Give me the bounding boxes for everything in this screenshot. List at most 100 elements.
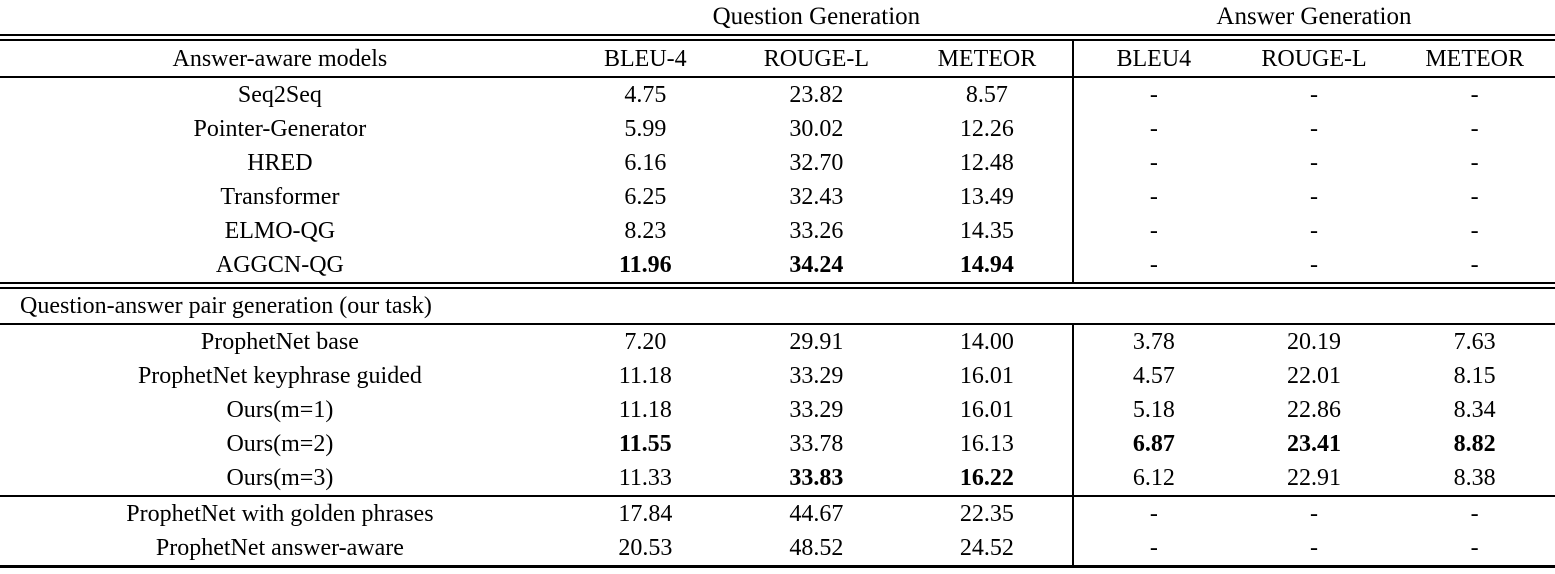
metric-cell: 29.91 <box>789 329 844 355</box>
metric-cell: 5.99 <box>624 116 667 142</box>
metric-cell: 24.52 <box>901 531 1073 568</box>
table-row-seq2seq: Seq2Seq 4.75 23.82 8.57 - - - <box>0 77 1555 112</box>
metric-cell: 34.24 <box>730 248 902 289</box>
metric-cell: - <box>1071 112 1234 146</box>
metric-cell: 16.01 <box>959 397 1014 423</box>
metric-cell: 12.48 <box>959 150 1014 176</box>
model-name: ProphetNet keyphrase guided <box>137 363 422 389</box>
metric-cell: 16.01 <box>959 363 1014 389</box>
metric-cell: 14.00 <box>959 329 1014 355</box>
model-name: Ours(m=3) <box>0 461 560 497</box>
metric-cell: 7.63 <box>1453 329 1496 355</box>
metric-cell: 30.02 <box>789 116 844 142</box>
table-row-prophetnet-keyphrase: ProphetNet keyphrase guided 11.18 33.29 … <box>0 359 1555 393</box>
model-name: Transformer <box>220 184 340 210</box>
table-row-ours-m1: Ours(m=1) 11.18 33.29 16.01 5.18 22.86 8… <box>0 393 1555 427</box>
metric-cell: - <box>1470 184 1479 210</box>
metric-cell: 4.75 <box>624 82 667 108</box>
metric-cell: - <box>1071 214 1234 248</box>
metric-cell: 44.67 <box>789 501 844 527</box>
metric-cell: 23.82 <box>789 82 844 108</box>
metric-cell: 22.86 <box>1287 397 1342 423</box>
table-row-prophetnet-golden: ProphetNet with golden phrases 17.84 44.… <box>0 496 1555 531</box>
metric-cell: - <box>1470 116 1479 142</box>
metric-cell: - <box>1071 180 1234 214</box>
metric-cell: 7.20 <box>624 329 667 355</box>
metric-cell: - <box>1310 116 1319 142</box>
column-header-ag-rougel: ROUGE-L <box>1233 37 1395 78</box>
metric-cell: - <box>1470 82 1479 108</box>
group-header-spacer <box>0 0 560 41</box>
metric-cell: 14.94 <box>901 248 1073 289</box>
metric-cell: 12.26 <box>959 116 1014 142</box>
metric-cell: 20.53 <box>559 531 731 568</box>
table-row-ours-m3: Ours(m=3) 11.33 33.83 16.22 6.12 22.91 8… <box>0 461 1555 497</box>
metric-cell: 32.43 <box>789 184 844 210</box>
metric-cell: 16.13 <box>959 431 1014 457</box>
column-header-ag-bleu4: BLEU4 <box>1071 37 1234 78</box>
metric-cell: 32.70 <box>789 150 844 176</box>
metric-cell: 8.15 <box>1453 363 1496 389</box>
column-header-ag-meteor: METEOR <box>1394 37 1555 78</box>
metric-cell: 11.55 <box>618 431 672 457</box>
group-header-question-generation: Question Generation <box>559 0 1073 41</box>
metric-cell: 6.12 <box>1071 461 1234 497</box>
metric-cell: 11.96 <box>559 248 731 289</box>
metric-cell: - <box>1071 496 1234 531</box>
metric-cell: 33.29 <box>789 363 844 389</box>
column-header-model: Answer-aware models <box>0 37 560 78</box>
metric-cell: - <box>1394 248 1555 289</box>
metric-cell: 33.26 <box>789 218 844 244</box>
metric-cell: - <box>1071 531 1234 568</box>
table-row-transformer: Transformer 6.25 32.43 13.49 - - - <box>0 180 1555 214</box>
metric-cell: - <box>1071 146 1234 180</box>
metric-cell: - <box>1310 184 1319 210</box>
metric-cell: - <box>1310 501 1319 527</box>
metric-cell: 33.83 <box>730 461 902 497</box>
metric-cell: 8.23 <box>624 218 667 244</box>
metric-cell: 33.29 <box>789 397 844 423</box>
table-row-pointer-generator: Pointer-Generator 5.99 30.02 12.26 - - - <box>0 112 1555 146</box>
table-row-elmo-qg: ELMO-QG 8.23 33.26 14.35 - - - <box>0 214 1555 248</box>
metric-cell: 23.41 <box>1287 431 1342 457</box>
model-name: HRED <box>247 150 313 176</box>
metric-cell: 16.22 <box>901 461 1073 497</box>
metric-cell: 5.18 <box>1071 393 1234 427</box>
metric-cell: - <box>1470 218 1479 244</box>
model-name: Pointer-Generator <box>193 116 367 142</box>
model-name: Ours(m=2) <box>226 431 334 457</box>
metric-cell: 6.25 <box>624 184 667 210</box>
metric-cell: 8.34 <box>1453 397 1496 423</box>
column-header-row: Answer-aware models BLEU-4 ROUGE-L METEO… <box>0 37 1555 78</box>
metric-cell: - <box>1071 248 1234 289</box>
group-header-row: Question Generation Answer Generation <box>0 0 1555 41</box>
table-row-hred: HRED 6.16 32.70 12.48 - - - <box>0 146 1555 180</box>
metric-cell: 6.87 <box>1071 427 1234 461</box>
metric-cell: - <box>1233 248 1395 289</box>
table-row-ours-m2: Ours(m=2) 11.55 33.78 16.13 6.87 23.41 8… <box>0 427 1555 461</box>
metric-cell: - <box>1470 150 1479 176</box>
metric-cell: 20.19 <box>1287 329 1342 355</box>
metric-cell: 22.01 <box>1287 363 1342 389</box>
model-name: Seq2Seq <box>237 82 322 108</box>
model-name: Ours(m=1) <box>226 397 334 423</box>
section-header: Question-answer pair generation (our tas… <box>0 285 1555 325</box>
metric-cell: 8.82 <box>1453 431 1496 457</box>
group-header-answer-generation: Answer Generation <box>1072 0 1555 41</box>
table-row-prophetnet-answer-aware: ProphetNet answer-aware 20.53 48.52 24.5… <box>0 531 1555 568</box>
model-name: AGGCN-QG <box>0 248 560 289</box>
metric-cell: 3.78 <box>1071 324 1234 359</box>
metric-cell: 4.57 <box>1071 359 1234 393</box>
metric-cell: 17.84 <box>618 501 673 527</box>
metric-cell: 11.33 <box>559 461 731 497</box>
metric-cell: - <box>1310 82 1319 108</box>
metric-cell: 48.52 <box>730 531 902 568</box>
metric-cell: 13.49 <box>959 184 1014 210</box>
column-header-qg-rougel: ROUGE-L <box>730 37 902 78</box>
column-header-qg-meteor: METEOR <box>901 37 1073 78</box>
metric-cell: 22.35 <box>959 501 1014 527</box>
model-name: ELMO-QG <box>224 218 336 244</box>
metric-cell: - <box>1310 218 1319 244</box>
metric-cell: - <box>1470 501 1479 527</box>
